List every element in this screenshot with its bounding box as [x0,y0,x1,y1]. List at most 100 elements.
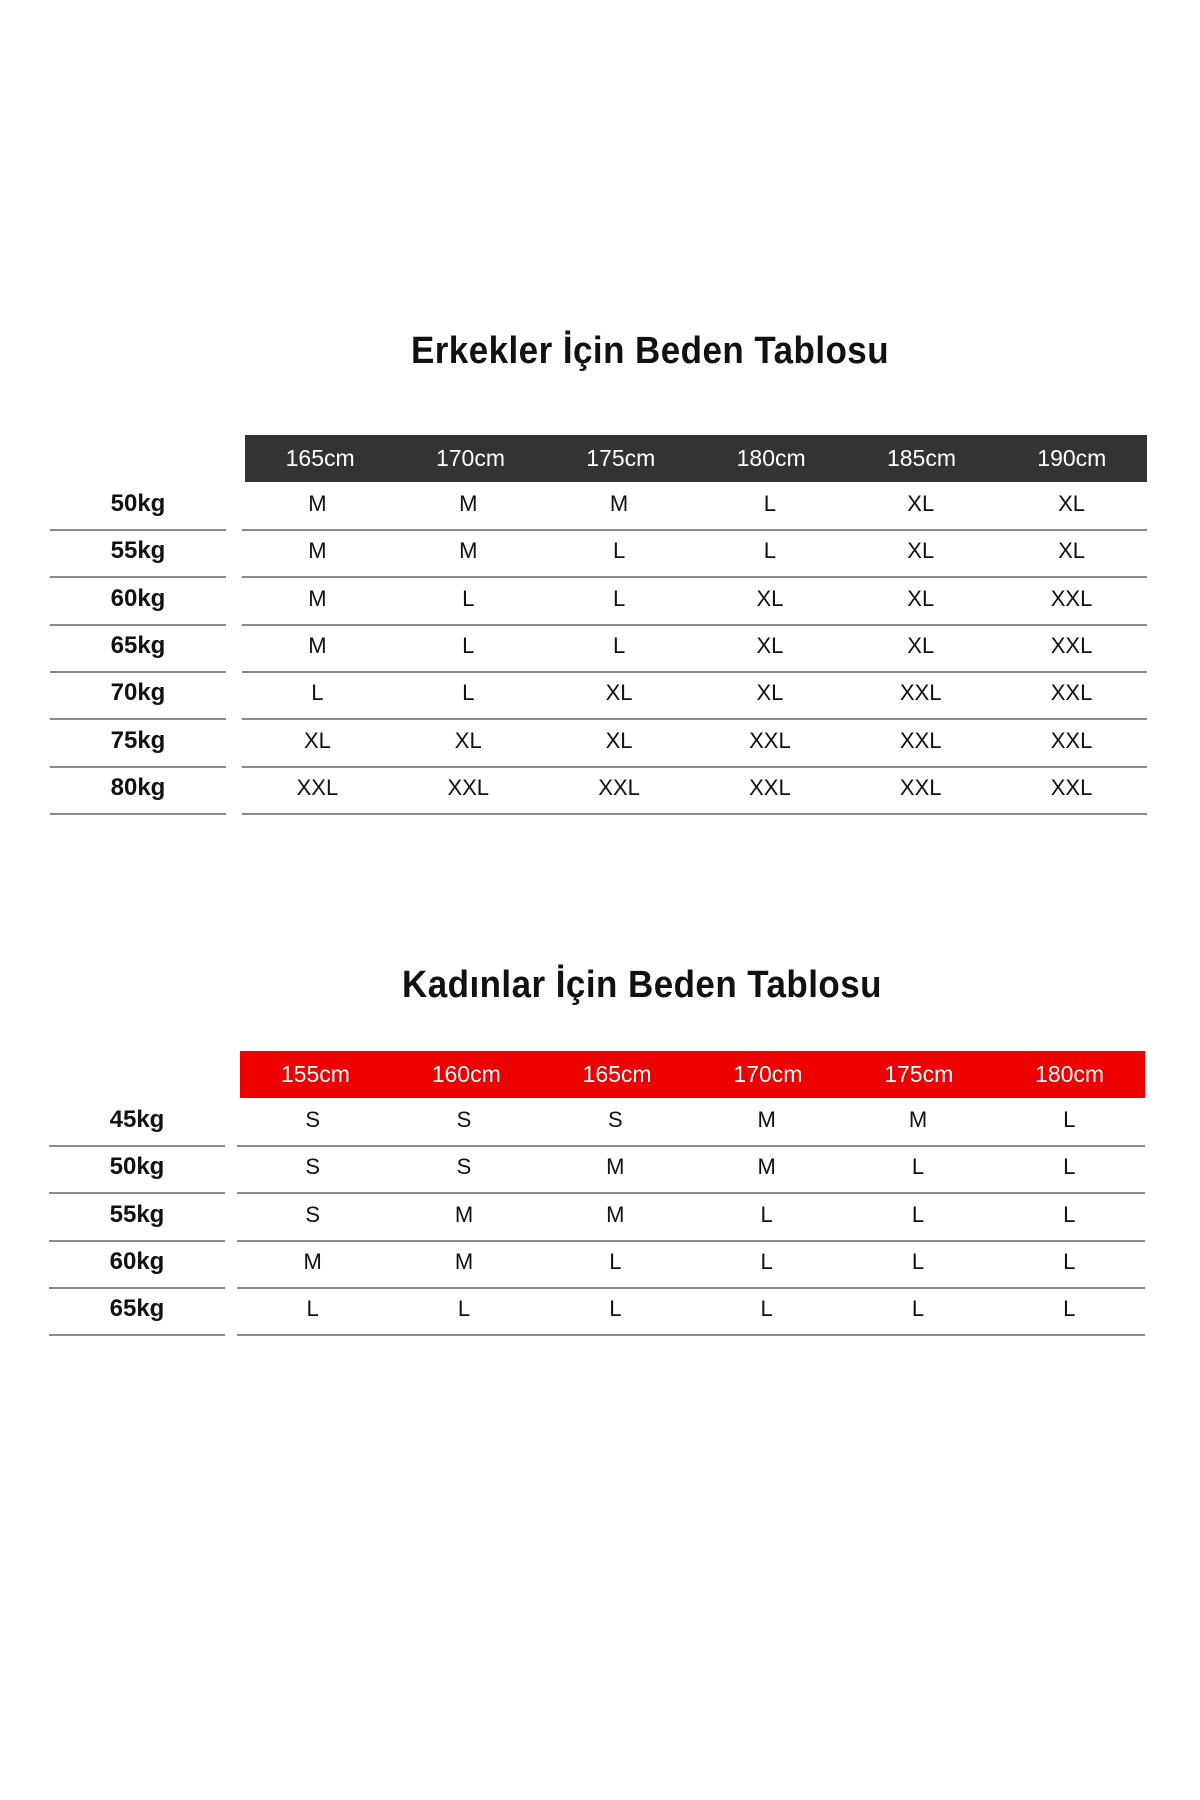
table-row: 55kg S M M L L L [0,1193,1200,1242]
size-cell: L [1063,1248,1076,1274]
size-cell: M [606,1154,625,1180]
table-row: 45kg S S S M M L [0,1098,1200,1147]
height-header-cell: 165cm [285,445,355,471]
size-cells: M L L XL XL XXL [242,577,1147,626]
height-header-cell: 175cm [884,1061,954,1087]
size-cell: L [306,1296,319,1322]
size-cell: XXL [899,774,942,800]
size-cell: S [456,1107,472,1132]
height-header-cell: 180cm [1035,1061,1105,1087]
size-cell: L [612,585,626,611]
size-cell: L [457,1296,471,1322]
size-cell: XL [1058,538,1086,564]
size-cell: M [757,1154,776,1180]
size-cell: XL [756,680,784,706]
size-cells: M M L L XL XL [242,529,1147,579]
height-header-row: 165cm 170cm 175cm 180cm 185cm 190cm [245,435,1147,482]
size-cell: L [911,1248,925,1274]
size-cell: L [1063,1154,1076,1180]
size-cell: M [908,1107,928,1132]
size-cell: XL [907,538,935,564]
size-cells: L L XL XL XXL XXL [242,671,1147,721]
size-cell: S [305,1201,320,1227]
size-cell: XXL [1050,774,1093,800]
size-cells: XL XL XL XXL XXL XXL [242,719,1147,768]
size-cell: XXL [1050,632,1093,658]
size-cell: L [911,1201,925,1227]
size-cell: XL [756,585,784,611]
height-header-cell: 180cm [736,445,806,471]
height-header-cell: 155cm [280,1061,350,1087]
size-cells: M M M L XL XL [242,482,1147,531]
size-cell: XXL [899,680,942,706]
size-cell: XXL [749,774,791,800]
size-cell: M [308,491,327,516]
size-cell: L [911,1154,925,1180]
women-size-chart-title: Kadınlar İçin Beden Tablosu [402,964,882,1006]
size-cell: XXL [1050,585,1093,611]
size-cell: L [763,491,777,516]
size-cell: L [760,1201,773,1227]
size-cell: M [606,1201,625,1227]
height-header-cell: 165cm [582,1061,652,1087]
weight-label: 65kg [49,1287,225,1337]
table-row: 50kg S S M M L L [0,1145,1200,1195]
weight-label: 55kg [49,1193,225,1242]
size-cell: L [1063,1107,1076,1132]
table-row: 50kg M M M L XL XL [0,482,1200,531]
weight-label: 65kg [50,624,226,673]
size-cell: XL [756,632,784,658]
weight-label: 55kg [50,529,226,579]
weight-label: 60kg [50,577,226,626]
table-row: 70kg L L XL XL XXL XXL [0,671,1200,721]
size-cell: M [454,1248,474,1274]
size-cell: L [609,1248,622,1274]
size-cell: M [454,1201,474,1227]
size-cell: XXL [296,774,339,800]
size-cell: S [456,1154,472,1180]
height-header-cell: 170cm [733,1061,803,1087]
weight-label: 60kg [49,1240,225,1289]
table-row: 75kg XL XL XL XXL XXL XXL [0,719,1200,768]
size-cell: M [459,538,478,564]
height-header-cell: 160cm [431,1061,501,1087]
size-cell: M [757,1107,776,1132]
size-cell: XL [605,727,633,753]
size-cell: XXL [1050,727,1093,753]
size-cell: M [459,491,478,516]
size-cell: S [305,1107,320,1132]
size-cell: L [1063,1201,1076,1227]
height-header-cell: 190cm [1037,445,1107,471]
size-cell: XL [454,727,482,753]
size-cell: L [763,538,777,564]
size-cells: XXL XXL XXL XXL XXL XXL [242,766,1147,815]
size-cell: L [609,1296,622,1322]
size-cells: M L L XL XL XXL [242,624,1147,673]
size-cell: L [462,632,475,658]
men-size-chart-title: Erkekler İçin Beden Tablosu [410,330,890,372]
table-row: 60kg M M L L L L [0,1240,1200,1289]
size-cell: L [462,585,475,611]
size-cell: M [308,585,327,611]
size-cell: L [311,680,324,706]
weight-label: 80kg [50,766,226,815]
size-cell: L [462,680,475,706]
size-cell: XXL [749,727,791,753]
size-cell: XXL [899,727,942,753]
size-cell: L [612,538,626,564]
height-header-row: 155cm 160cm 165cm 170cm 175cm 180cm [240,1051,1145,1098]
size-cell: XXL [598,774,640,800]
size-cell: M [609,491,629,516]
height-header-cell: 170cm [435,445,506,471]
weight-label: 45kg [49,1098,225,1147]
size-cell: L [1063,1296,1076,1322]
table-row: 65kg L L L L L L [0,1287,1200,1337]
size-cell: XL [907,585,935,611]
table-row: 55kg M M L L XL XL [0,529,1200,579]
size-cell: M [303,1248,322,1274]
table-row: 60kg M L L XL XL XXL [0,577,1200,626]
